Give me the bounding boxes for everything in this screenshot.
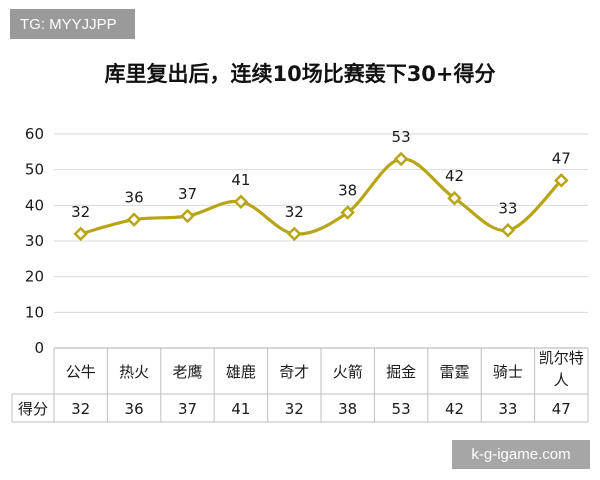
data-label: 42 <box>445 167 464 185</box>
data-point-marker <box>393 151 409 167</box>
data-label: 37 <box>178 185 197 203</box>
x-category-label: 掘金 <box>386 363 416 381</box>
series-line <box>80 157 563 236</box>
x-category-label: 雷霆 <box>439 363 469 381</box>
x-category-label: 雄鹿 <box>226 363 256 381</box>
table-value-label: 33 <box>498 400 517 418</box>
data-point-marker <box>447 190 462 206</box>
table-series-label: 得分 <box>18 400 48 418</box>
x-category-label: 火箭 <box>333 363 363 381</box>
data-point-marker <box>500 223 516 238</box>
x-category-label: 热火 <box>119 363 149 381</box>
data-label: 32 <box>71 203 90 221</box>
data-label: 53 <box>392 128 411 146</box>
x-category-label: 骑士 <box>493 363 523 381</box>
table-value-label: 47 <box>552 400 571 418</box>
data-label: 47 <box>552 149 571 167</box>
data-point-marker <box>180 208 195 224</box>
x-category-label: 人 <box>554 371 569 389</box>
table-value-label: 32 <box>71 400 90 418</box>
data-label: 32 <box>285 203 304 221</box>
data-label: 41 <box>231 171 250 189</box>
data-point-marker <box>287 226 302 242</box>
table-value-label: 37 <box>178 400 197 418</box>
y-tick-label: 40 <box>25 196 44 214</box>
table-value-label: 36 <box>125 400 144 418</box>
y-tick-label: 10 <box>25 303 44 321</box>
y-tick-label: 0 <box>34 339 44 357</box>
data-point-marker <box>554 173 569 188</box>
y-tick-label: 30 <box>25 232 44 250</box>
table-value-label: 41 <box>231 400 250 418</box>
data-label: 38 <box>338 181 357 199</box>
chart-title: 库里复出后，连续10场比赛轰下30+得分 <box>104 62 496 86</box>
data-point-marker <box>233 194 249 210</box>
x-category-label: 奇才 <box>279 363 309 381</box>
tg-watermark: TG: MYYJJPP <box>10 9 135 39</box>
site-watermark: k-g-igame.com <box>452 440 590 469</box>
y-tick-label: 20 <box>25 268 44 286</box>
y-tick-label: 60 <box>25 125 44 143</box>
data-point-marker <box>126 212 142 227</box>
table-value-label: 38 <box>338 400 357 418</box>
y-tick-label: 50 <box>25 161 44 179</box>
data-point-marker <box>340 205 355 220</box>
table-value-label: 42 <box>445 400 464 418</box>
x-category-label: 凯尔特 <box>539 349 584 367</box>
x-category-label: 老鹰 <box>172 363 202 381</box>
data-label: 33 <box>498 199 517 217</box>
data-point-marker <box>73 226 88 242</box>
data-label: 36 <box>125 189 144 207</box>
table-value-label: 53 <box>392 400 411 418</box>
x-category-label: 公牛 <box>66 363 96 381</box>
table-value-label: 32 <box>285 400 304 418</box>
